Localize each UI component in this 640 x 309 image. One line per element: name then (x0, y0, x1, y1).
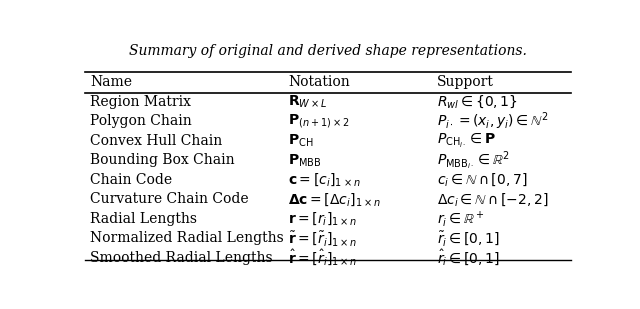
Text: $\mathbf{P}_{\mathrm{CH}}$: $\mathbf{P}_{\mathrm{CH}}$ (288, 133, 314, 149)
Text: $\boldsymbol{\Delta}\mathbf{c} = [\Delta c_i]_{1\times n}$: $\boldsymbol{\Delta}\mathbf{c} = [\Delta… (288, 191, 381, 208)
Text: Summary of original and derived shape representations.: Summary of original and derived shape re… (129, 44, 527, 58)
Text: $c_i \in \mathbb{N} \cap [0,7]$: $c_i \in \mathbb{N} \cap [0,7]$ (437, 171, 527, 188)
Text: Bounding Box Chain: Bounding Box Chain (90, 153, 234, 167)
Text: Name: Name (90, 75, 132, 89)
Text: $\Delta c_i \in \mathbb{N} \cap [-2,2]$: $\Delta c_i \in \mathbb{N} \cap [-2,2]$ (437, 191, 548, 208)
Text: Convex Hull Chain: Convex Hull Chain (90, 134, 222, 148)
Text: Smoothed Radial Lengths: Smoothed Radial Lengths (90, 251, 273, 265)
Text: $\mathbf{c} = [c_i]_{1\times n}$: $\mathbf{c} = [c_i]_{1\times n}$ (288, 171, 361, 188)
Text: $\hat{\mathbf{r}} = [\hat{r}_i]_{1\times n}$: $\hat{\mathbf{r}} = [\hat{r}_i]_{1\times… (288, 248, 358, 268)
Text: $P_{i\cdot} = (x_i, y_i) \in \mathbb{N}^2$: $P_{i\cdot} = (x_i, y_i) \in \mathbb{N}^… (437, 111, 548, 132)
Text: Radial Lengths: Radial Lengths (90, 212, 197, 226)
Text: Notation: Notation (288, 75, 350, 89)
Text: Curvature Chain Code: Curvature Chain Code (90, 192, 248, 206)
Text: $\mathbf{R}_{W\times L}$: $\mathbf{R}_{W\times L}$ (288, 94, 328, 110)
Text: $\mathbf{P}_{(n+1)\times 2}$: $\mathbf{P}_{(n+1)\times 2}$ (288, 112, 349, 130)
Text: $\hat{r}_i \in [0,1]$: $\hat{r}_i \in [0,1]$ (437, 248, 500, 268)
Text: $\tilde{r}_i \in [0,1]$: $\tilde{r}_i \in [0,1]$ (437, 229, 500, 248)
Text: $R_{wl} \in \{0,1\}$: $R_{wl} \in \{0,1\}$ (437, 93, 518, 110)
Text: $\mathbf{P}_{\mathrm{MBB}}$: $\mathbf{P}_{\mathrm{MBB}}$ (288, 152, 322, 168)
Text: $\tilde{\mathbf{r}} = [\tilde{r}_i]_{1\times n}$: $\tilde{\mathbf{r}} = [\tilde{r}_i]_{1\t… (288, 229, 358, 248)
Text: Chain Code: Chain Code (90, 173, 172, 187)
Text: $P_{\mathrm{CH}_{i\cdot}} \in \mathbf{P}$: $P_{\mathrm{CH}_{i\cdot}} \in \mathbf{P}… (437, 132, 496, 150)
Text: $\mathbf{r} = [r_i]_{1\times n}$: $\mathbf{r} = [r_i]_{1\times n}$ (288, 210, 358, 227)
Text: Support: Support (437, 75, 494, 89)
Text: Polygon Chain: Polygon Chain (90, 114, 191, 128)
Text: Normalized Radial Lengths: Normalized Radial Lengths (90, 231, 284, 245)
Text: $r_i \in \mathbb{R}^+$: $r_i \in \mathbb{R}^+$ (437, 209, 484, 229)
Text: $P_{\mathrm{MBB}_{i\cdot}} \in \mathbb{R}^2$: $P_{\mathrm{MBB}_{i\cdot}} \in \mathbb{R… (437, 149, 509, 172)
Text: Region Matrix: Region Matrix (90, 95, 191, 109)
